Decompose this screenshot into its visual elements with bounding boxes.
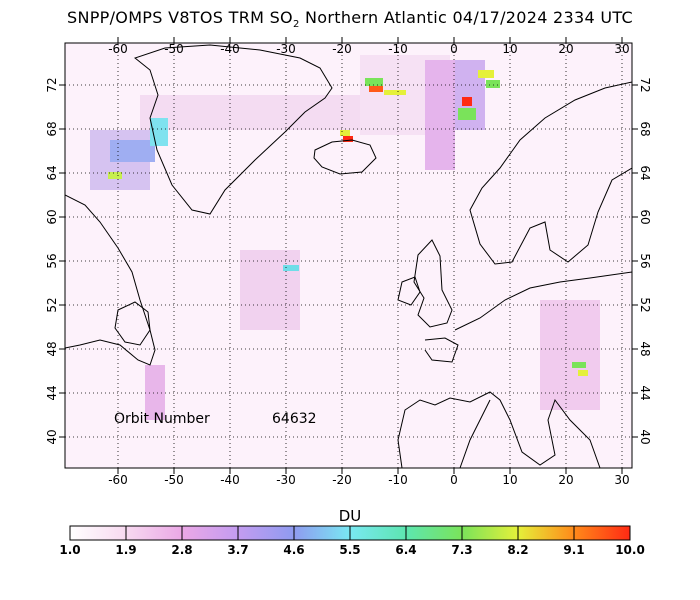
so2-hotspot [478,70,494,78]
so2-hotspot [340,130,350,136]
greenland-coast [133,44,333,215]
lat-label-left: 56 [45,253,59,268]
lat-label-right: 48 [638,341,652,356]
so2-hotspot [486,80,500,88]
lon-label-bottom: -30 [276,473,296,487]
colorbar-label: 1.0 [59,543,81,557]
lat-label-left: 40 [45,429,59,444]
lon-label-bottom: 30 [614,473,629,487]
lon-label-bottom: -20 [332,473,352,487]
lon-label-bottom: 20 [558,473,573,487]
canada-labrador-coast [65,194,156,366]
lat-label-right: 64 [638,165,652,180]
lat-label-right: 40 [638,429,652,444]
so2-hotspot [458,108,476,120]
so2-hotspot [369,86,383,92]
map-frame [64,42,633,469]
so2-hotspot [283,265,299,271]
lat-label-left: 48 [45,341,59,356]
colorbar-label: 9.1 [563,543,585,557]
lon-label-top: 30 [614,42,629,56]
europe-coast [397,271,632,468]
lon-label-bottom: -60 [108,473,128,487]
europe-north-coast [424,337,459,363]
lon-label-top: -40 [220,42,240,56]
colorbar-title: DU [338,507,362,525]
lon-label-bottom: 10 [502,473,517,487]
colorbar-label: 10.0 [615,543,645,557]
graticule [65,43,632,468]
colorbar-label: 4.6 [283,543,305,557]
colorbar-label: 3.7 [227,543,249,557]
so2-hotspot [110,140,155,162]
lat-label-right: 52 [638,297,652,312]
so2-hotspot [343,136,353,142]
lat-label-right: 56 [638,253,652,268]
so2-hotspot [365,78,383,86]
lat-label-right: 72 [638,77,652,92]
coastlines [65,44,632,468]
lat-label-left: 72 [45,77,59,92]
colorbar-label: 6.4 [395,543,417,557]
scandinavia-coast [469,81,632,265]
orbit-number-value: 64632 [272,411,317,427]
lon-label-top: 0 [450,42,458,56]
ireland-coast [397,276,421,306]
so2-hotspot [108,172,122,179]
lon-label-bottom: -50 [164,473,184,487]
lat-label-left: 52 [45,297,59,312]
so2-hotspot [572,362,586,368]
so2-swath [140,95,370,130]
lon-label-top: -10 [388,42,408,56]
so2-field [65,43,632,468]
colorbar-label: 1.9 [115,543,137,557]
so2-swath [240,250,300,330]
so2-swath [425,60,455,170]
so2-swath [145,365,165,420]
lat-label-left: 68 [45,121,59,136]
colorbar-label: 5.5 [339,543,361,557]
lat-label-right: 68 [638,121,652,136]
lon-label-bottom: 0 [450,473,458,487]
iceland-coast [313,139,377,175]
map-title: SNPP/OMPS V8TOS TRM SO2 Northern Atlanti… [66,8,633,31]
lon-label-top: 10 [502,42,517,56]
britain-coast [413,239,453,328]
lon-label-top: -50 [164,42,184,56]
lat-label-left: 64 [45,165,59,180]
tick-marks [59,37,638,474]
lon-label-top: -30 [276,42,296,56]
lon-label-bottom: -10 [388,473,408,487]
so2-swath [540,300,600,410]
so2-hotspot [462,97,472,106]
lon-label-top: -60 [108,42,128,56]
lon-label-bottom: -40 [220,473,240,487]
colorbar-label: 8.2 [507,543,529,557]
orbit-number-label: Orbit Number [114,411,210,427]
lat-label-left: 60 [45,209,59,224]
lat-label-left: 44 [45,385,59,400]
lon-label-top: 20 [558,42,573,56]
colorbar-label: 2.8 [171,543,193,557]
colorbar-label: 7.3 [451,543,473,557]
so2-hotspot [384,90,406,95]
lat-label-right: 60 [638,209,652,224]
lon-label-top: -20 [332,42,352,56]
lat-label-right: 44 [638,385,652,400]
so2-hotspot [578,370,588,376]
newfoundland-coast [114,301,151,346]
